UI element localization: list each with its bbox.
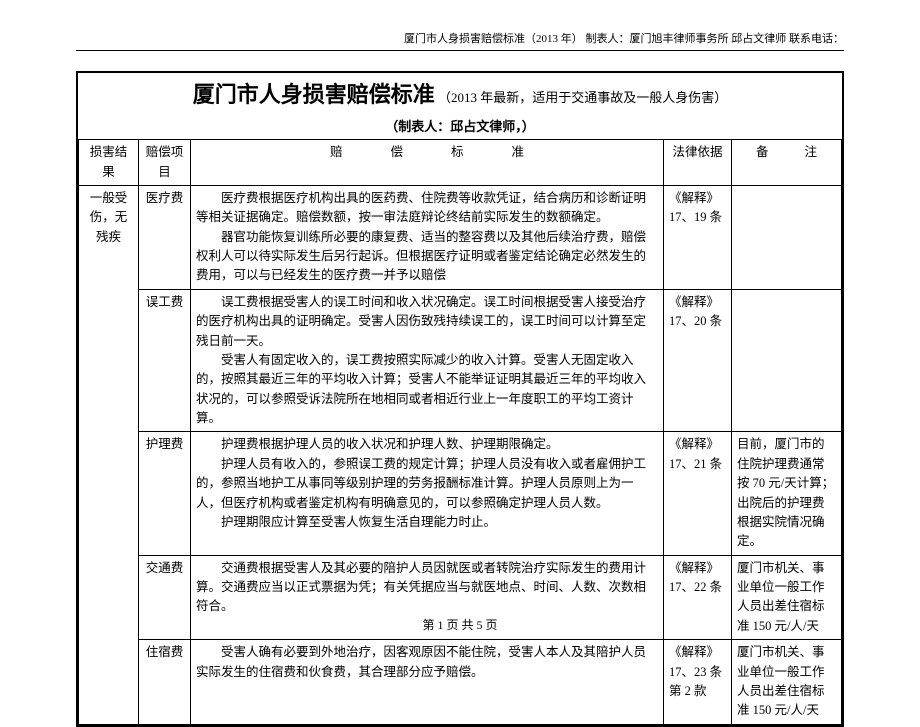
table-row: 住宿费 受害人确有必要到外地治疗，因客观原因不能住院，受害人本人及其陪护人员实际… (79, 640, 842, 725)
law-cell: 《解释》 17、23 条 第 2 款 (664, 640, 732, 725)
col-note: 备注 (732, 140, 842, 186)
table-row: 一般受伤，无残疾医疗费 医疗费根据医疗机构出具的医药费、住院费等收款凭证，结合病… (79, 185, 842, 289)
result-cell: 一般受伤，无残疾 (79, 185, 139, 724)
compensation-table: 损害结果 赔偿项目 赔偿标准 法律依据 备注 一般受伤，无残疾医疗费 医疗费根据… (78, 139, 842, 725)
page-header: 厦门市人身损害赔偿标准（2013 年） 制表人：厦门旭丰律师事务所 邱占文律师 … (76, 30, 844, 51)
doc-title: 厦门市人身损害赔偿标准 (193, 82, 435, 107)
note-cell (732, 185, 842, 289)
note-cell: 目前，厦门市的住院护理费通常按 70 元/天计算；出院后的护理费根据实院情况确定… (732, 432, 842, 555)
page-footer: 第 1 页 共 5 页 (0, 616, 920, 633)
col-detail: 赔偿标准 (191, 140, 664, 186)
detail-cell: 护理费根据护理人员的收入状况和护理人数、护理期限确定。 护理人员有收入的，参照误… (191, 432, 664, 555)
table-row: 误工费 误工费根据受害人的误工时间和收入状况确定。误工时间根据受害人接受治疗的医… (79, 289, 842, 432)
item-cell: 住宿费 (139, 640, 191, 725)
col-result: 损害结果 (79, 140, 139, 186)
table-header-row: 损害结果 赔偿项目 赔偿标准 法律依据 备注 (79, 140, 842, 186)
table-row: 护理费 护理费根据护理人员的收入状况和护理人数、护理期限确定。 护理人员有收入的… (79, 432, 842, 555)
col-law: 法律依据 (664, 140, 732, 186)
detail-cell: 误工费根据受害人的误工时间和收入状况确定。误工时间根据受害人接受治疗的医疗机构出… (191, 289, 664, 432)
law-cell: 《解释》 17、20 条 (664, 289, 732, 432)
law-cell: 《解释》 17、21 条 (664, 432, 732, 555)
note-cell (732, 289, 842, 432)
law-cell: 《解释》 17、19 条 (664, 185, 732, 289)
detail-cell: 医疗费根据医疗机构出具的医药费、住院费等收款凭证，结合病历和诊断证明等相关证据确… (191, 185, 664, 289)
detail-cell: 受害人确有必要到外地治疗，因客观原因不能住院，受害人本人及其陪护人员实际发生的住… (191, 640, 664, 725)
doc-subtitle: （制表人：邱占文律师，） (78, 116, 842, 139)
item-cell: 护理费 (139, 432, 191, 555)
item-cell: 误工费 (139, 289, 191, 432)
col-item: 赔偿项目 (139, 140, 191, 186)
item-cell: 医疗费 (139, 185, 191, 289)
doc-title-sub: （2013 年最新，适用于交通事故及一般人身伤害） (438, 90, 727, 105)
note-cell: 厦门市机关、事业单位一般工作人员出差住宿标准 150 元/人/天 (732, 640, 842, 725)
